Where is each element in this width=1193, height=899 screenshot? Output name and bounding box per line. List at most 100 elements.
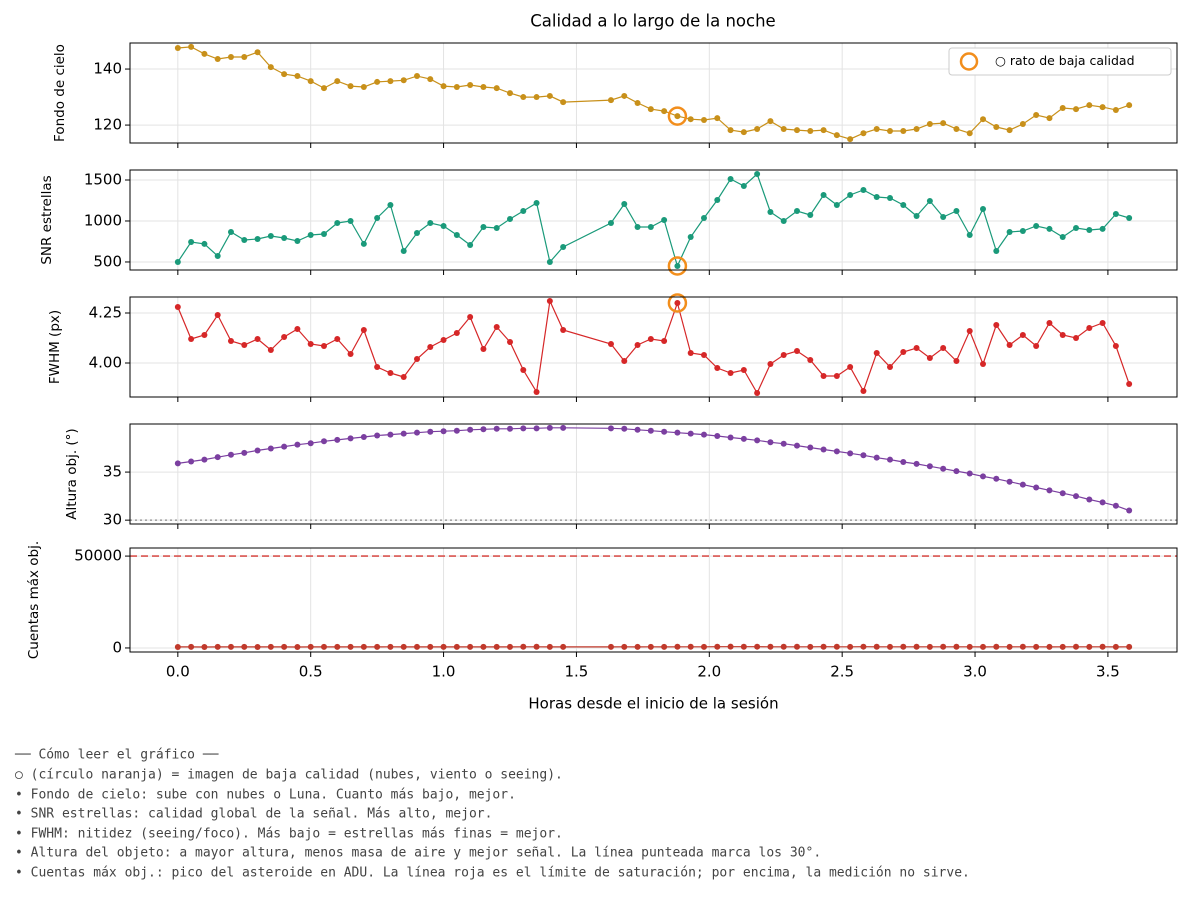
data-point <box>520 643 527 650</box>
data-point <box>387 370 394 376</box>
data-point <box>493 643 500 650</box>
data-point <box>507 425 514 432</box>
plot-frame <box>129 296 1178 398</box>
data-point <box>1112 502 1119 509</box>
data-point <box>387 431 394 438</box>
y-tick-label: 120 <box>93 116 122 134</box>
data-point <box>780 643 787 650</box>
data-point <box>740 129 747 136</box>
data-point <box>1019 227 1026 234</box>
data-point <box>847 643 854 650</box>
data-point <box>647 223 654 230</box>
data-point <box>227 451 234 458</box>
data-point <box>533 643 540 650</box>
data-point <box>374 215 381 222</box>
data-point <box>687 350 694 356</box>
data-point <box>307 341 314 347</box>
data-point <box>453 330 460 336</box>
data-point <box>807 357 814 363</box>
data-point <box>1126 215 1133 222</box>
data-point <box>647 106 654 113</box>
data-point <box>833 373 840 379</box>
data-point <box>847 192 854 198</box>
data-point <box>334 219 341 226</box>
data-point <box>347 643 354 650</box>
data-point <box>1073 335 1080 341</box>
data-point <box>294 237 301 244</box>
y-axis-label: Altura obj. (°) <box>64 428 80 519</box>
data-point <box>607 219 614 226</box>
data-point <box>281 234 288 241</box>
data-point <box>254 643 261 650</box>
data-point <box>267 64 274 71</box>
data-point <box>453 643 460 650</box>
data-point <box>727 370 734 376</box>
data-point <box>387 643 394 650</box>
data-point <box>294 441 301 448</box>
data-point <box>1086 643 1093 650</box>
data-point <box>480 426 487 433</box>
data-point <box>754 390 761 396</box>
data-point <box>966 643 973 650</box>
data-point <box>913 345 920 351</box>
data-point <box>900 349 907 355</box>
data-point <box>546 643 553 650</box>
data-point <box>254 447 261 454</box>
data-point <box>281 71 288 78</box>
data-point <box>647 643 654 650</box>
data-point <box>661 108 668 115</box>
data-point <box>820 643 827 650</box>
x-axis-label: Horas desde el inicio de la sesión <box>528 695 778 713</box>
data-point <box>174 258 181 265</box>
data-point <box>267 232 274 239</box>
x-tick-label: 3.0 <box>963 663 987 681</box>
data-point <box>214 454 221 461</box>
data-point <box>201 50 208 57</box>
data-point <box>767 208 774 215</box>
data-point <box>334 643 341 650</box>
data-point <box>1073 224 1080 231</box>
data-point <box>413 229 420 236</box>
data-point <box>267 445 274 452</box>
data-point <box>201 332 208 338</box>
x-tick-label: 2.0 <box>697 663 721 681</box>
data-point <box>374 643 381 650</box>
data-point <box>1112 643 1119 650</box>
data-point <box>1099 320 1106 326</box>
data-point <box>860 130 867 137</box>
data-point <box>714 433 721 440</box>
data-point <box>520 425 527 432</box>
data-point <box>966 232 973 238</box>
notes-line: • Cuentas máx obj.: pico del asteroide e… <box>15 866 970 881</box>
data-point <box>900 127 907 134</box>
x-tick-label: 0.5 <box>299 663 323 681</box>
data-point <box>1126 643 1133 650</box>
data-point <box>174 304 181 310</box>
data-point <box>1033 222 1040 229</box>
data-point <box>847 364 854 370</box>
notes-line: • SNR estrellas: calidad global de la se… <box>15 807 492 822</box>
data-point <box>860 452 867 459</box>
data-point <box>347 217 354 224</box>
data-point <box>887 456 894 463</box>
data-point <box>1006 478 1013 485</box>
data-point <box>900 643 907 650</box>
data-point <box>413 73 420 80</box>
data-point <box>674 262 681 269</box>
data-point <box>1086 227 1093 233</box>
data-point <box>1099 643 1106 650</box>
data-point <box>427 219 434 226</box>
data-point <box>980 643 987 650</box>
data-point <box>621 643 628 650</box>
data-point <box>1073 643 1080 650</box>
data-point <box>926 120 933 127</box>
data-point <box>966 328 973 334</box>
data-point <box>940 465 947 472</box>
data-point <box>334 436 341 443</box>
data-point <box>860 388 867 394</box>
data-point <box>360 83 367 90</box>
data-point <box>281 334 288 340</box>
chart-title: Calidad a lo largo de la noche <box>530 12 775 31</box>
data-point <box>793 442 800 449</box>
data-point <box>993 643 1000 650</box>
